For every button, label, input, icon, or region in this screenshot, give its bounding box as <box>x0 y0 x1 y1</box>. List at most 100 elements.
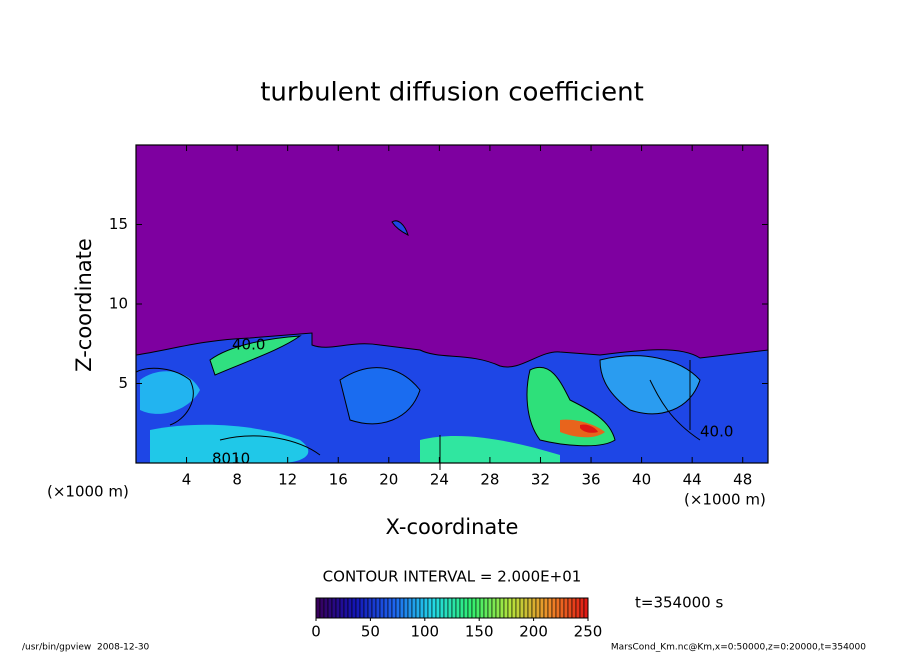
colorbar-cell <box>347 597 353 619</box>
colorbar-tick-label: 50 <box>361 623 380 641</box>
field-region <box>420 435 560 463</box>
colorbar-cell <box>471 597 477 619</box>
colorbar-cell <box>487 597 493 619</box>
colorbar-tick-label: 0 <box>311 623 321 641</box>
colorbar-cell <box>551 597 557 619</box>
colorbar-cell <box>559 597 565 619</box>
colorbar-cell <box>399 597 405 619</box>
field-region <box>339 367 421 425</box>
colorbar-cell <box>327 597 333 619</box>
colorbar-cell <box>359 597 365 619</box>
x-tick-label: 4 <box>182 471 192 489</box>
colorbar-cell <box>351 597 357 619</box>
colorbar-cell <box>323 597 329 619</box>
colorbar-cell <box>427 597 433 619</box>
field-region <box>209 335 302 376</box>
colorbar-frame <box>315 597 589 619</box>
colorbar-cell <box>547 597 553 619</box>
x-tick-label: 48 <box>733 471 752 489</box>
colorbar-cell <box>455 597 461 619</box>
contour-interval: CONTOUR INTERVAL = 2.000E+01 <box>323 568 582 586</box>
colorbar-cell <box>507 597 513 619</box>
field-region <box>391 220 409 236</box>
x-tick-label: 20 <box>379 471 398 489</box>
colorbar-cell <box>527 597 533 619</box>
colorbar-cell <box>435 597 441 619</box>
colorbar-cell <box>531 597 537 619</box>
colorbar-tick-label: 250 <box>574 623 603 641</box>
colorbar-cell <box>363 597 369 619</box>
colorbar-cell <box>387 597 393 619</box>
x-tick-label: 12 <box>278 471 297 489</box>
colorbar-cell <box>459 597 465 619</box>
colorbar-cell <box>331 597 337 619</box>
field-region <box>599 355 701 415</box>
colorbar-cell <box>499 597 505 619</box>
x-unit: (×1000 m) <box>47 483 129 501</box>
colorbar-cell <box>395 597 401 619</box>
colorbar-cell <box>339 597 345 619</box>
colorbar-cell <box>403 597 409 619</box>
colorbar-cell <box>495 597 501 619</box>
footer-left: /usr/bin/gpview 2008-12-30 <box>22 643 150 653</box>
colorbar-cell <box>575 597 581 619</box>
x-tick-label: 28 <box>480 471 499 489</box>
y-tick-label: 15 <box>109 215 128 233</box>
colorbar-cell <box>571 597 577 619</box>
colorbar-cell <box>335 597 341 619</box>
colorbar-cell <box>463 597 469 619</box>
colorbar-cell <box>419 597 425 619</box>
colorbar-cell <box>519 597 525 619</box>
colorbar-cell <box>523 597 529 619</box>
colorbar-cell <box>367 597 373 619</box>
field-region <box>580 424 598 433</box>
colorbar-cell <box>479 597 485 619</box>
colorbar-cell <box>383 597 389 619</box>
field-region <box>140 371 200 414</box>
colorbar-cell <box>439 597 445 619</box>
field <box>135 145 769 470</box>
colorbar-cell <box>371 597 377 619</box>
x-tick-label: 8 <box>232 471 242 489</box>
colorbar-cell <box>511 597 517 619</box>
time-label: t=354000 s <box>635 594 723 612</box>
colorbar-cell <box>491 597 497 619</box>
contour-label: 40.0 <box>700 423 733 441</box>
chart-title: turbulent diffusion coefficient <box>260 78 644 108</box>
colorbar-cell <box>539 597 545 619</box>
colorbar-cell <box>423 597 429 619</box>
colorbar-cell <box>443 597 449 619</box>
colorbar-tick-label: 200 <box>519 623 548 641</box>
colorbar-cell <box>515 597 521 619</box>
colorbar-cell <box>583 597 589 619</box>
colorbar-cell <box>451 597 457 619</box>
colorbar-cell <box>543 597 549 619</box>
y-tick-label: 5 <box>118 374 128 392</box>
y-axis-title: Z-coordinate <box>72 238 96 372</box>
contour-line <box>135 360 701 470</box>
field-region <box>150 424 309 463</box>
x-tick-label: 32 <box>531 471 550 489</box>
x-tick-label: 24 <box>430 471 449 489</box>
y-tick-label: 10 <box>109 295 128 313</box>
colorbar-cell <box>415 597 421 619</box>
colorbar-cell <box>475 597 481 619</box>
colorbar-cell <box>567 597 573 619</box>
contour-label: 8010 <box>212 450 250 468</box>
colorbar-cell <box>579 597 585 619</box>
colorbar-cell <box>355 597 361 619</box>
colorbar-cell <box>447 597 453 619</box>
colorbar-cell <box>563 597 569 619</box>
colorbar-cell <box>535 597 541 619</box>
colorbar-cell <box>555 597 561 619</box>
colorbar-tick-label: 150 <box>465 623 494 641</box>
y-unit: (×1000 m) <box>684 491 766 509</box>
colorbar-tick-label: 100 <box>410 623 439 641</box>
x-tick-label: 40 <box>632 471 651 489</box>
colorbar-cell <box>411 597 417 619</box>
colorbar-cell <box>375 597 381 619</box>
colorbar-cell <box>407 597 413 619</box>
x-tick-label: 44 <box>683 471 702 489</box>
contour-label: 40.0 <box>232 336 265 354</box>
